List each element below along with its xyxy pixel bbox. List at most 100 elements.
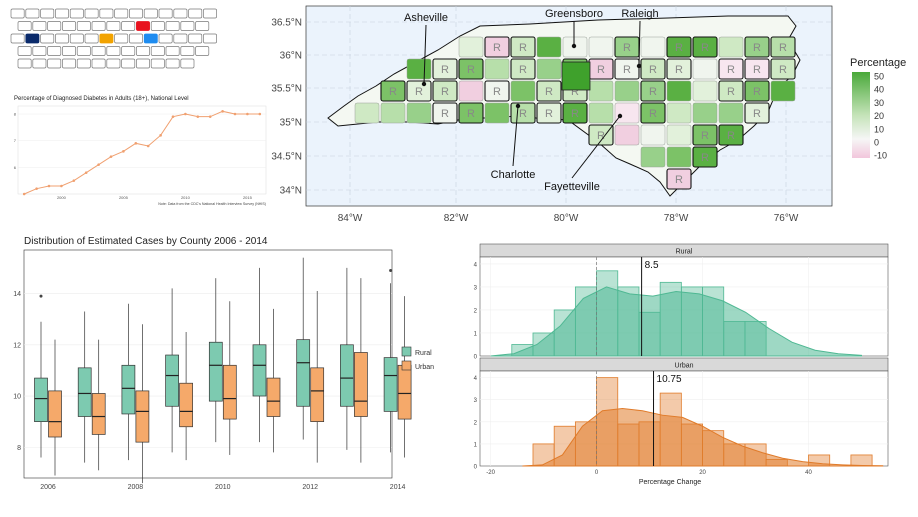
county-shape bbox=[406, 58, 432, 80]
county-shape bbox=[692, 102, 718, 124]
map-lon-tick: 80°W bbox=[554, 213, 579, 224]
keyboard-key bbox=[17, 58, 32, 69]
county-shape bbox=[484, 102, 510, 124]
keyboard-key bbox=[91, 21, 106, 31]
keyboard-key bbox=[203, 8, 217, 19]
diabetes-line-chart: Percentage of Diagnosed Diabetes in Adul… bbox=[8, 94, 270, 206]
map-lat-tick: 36.5°N bbox=[271, 18, 302, 29]
map-legend-tick: 0 bbox=[874, 138, 879, 148]
county-rural-marker: R bbox=[727, 86, 735, 98]
map-lat-tick: 36°N bbox=[280, 51, 302, 62]
county-shape bbox=[536, 58, 562, 80]
boxplot-svg: Distribution of Estimated Cases by Count… bbox=[13, 236, 434, 491]
city-label: Greensboro bbox=[545, 8, 603, 20]
county-shape bbox=[666, 168, 692, 190]
facet-ytick: 0 bbox=[474, 465, 478, 471]
boxplot-plot-area bbox=[23, 249, 393, 479]
county-shape bbox=[744, 58, 770, 80]
histogram-xlabel: Percentage Change bbox=[639, 479, 701, 486]
keyboard-key bbox=[150, 46, 165, 56]
keyboard-key bbox=[136, 58, 150, 69]
mean-label: 10.75 bbox=[657, 374, 682, 385]
county-shape bbox=[484, 80, 510, 102]
county-rural-marker: R bbox=[753, 42, 761, 54]
facet-ytick: 2 bbox=[474, 308, 478, 314]
rural-box bbox=[77, 367, 92, 417]
county-shape bbox=[614, 58, 640, 80]
keyboard-key bbox=[91, 46, 106, 56]
keyboard-key bbox=[47, 58, 62, 69]
county-shape bbox=[432, 102, 458, 124]
county-rural-marker: R bbox=[701, 130, 709, 142]
map-legend-title: Percentage bbox=[850, 57, 906, 69]
facet-ytick: 3 bbox=[474, 285, 478, 291]
county-shape bbox=[406, 80, 432, 102]
urban-box bbox=[397, 364, 412, 420]
diabetes-point bbox=[146, 144, 150, 148]
rural-box bbox=[296, 339, 311, 407]
boxplot-ytick: 14 bbox=[13, 291, 21, 298]
county-rural-marker: R bbox=[571, 86, 579, 98]
county-shape bbox=[562, 102, 588, 124]
urban-box bbox=[91, 393, 106, 435]
diabetes-plot-area bbox=[17, 105, 267, 195]
county-shape bbox=[692, 146, 718, 168]
keyboard-key bbox=[129, 33, 143, 44]
county-rural-marker: R bbox=[519, 108, 527, 120]
keyboard-key bbox=[99, 33, 114, 44]
keyboard-key bbox=[40, 33, 55, 44]
county-rural-marker: R bbox=[597, 64, 605, 76]
keyboard-key bbox=[114, 33, 129, 44]
county-shape bbox=[666, 36, 692, 58]
keyboard-key bbox=[32, 58, 47, 69]
keyboard-key bbox=[143, 8, 158, 19]
county-shape bbox=[718, 58, 744, 80]
keyboard-key bbox=[69, 8, 84, 19]
county-shape bbox=[588, 36, 614, 58]
diabetes-point bbox=[109, 155, 113, 158]
county-guilford bbox=[561, 61, 591, 91]
county-shape bbox=[432, 58, 458, 80]
county-rural-marker: R bbox=[649, 108, 657, 120]
county-rural-marker: R bbox=[675, 42, 683, 54]
county-shape bbox=[640, 102, 666, 124]
diabetes-chart-title: Percentage of Diagnosed Diabetes in Adul… bbox=[14, 96, 189, 102]
keyboard-key bbox=[106, 21, 121, 31]
city-label: Asheville bbox=[404, 12, 448, 24]
keyboard-key bbox=[106, 58, 121, 69]
county-shape bbox=[406, 102, 432, 124]
city-dot bbox=[617, 113, 623, 119]
county-shape bbox=[666, 58, 692, 80]
county-rural-marker: R bbox=[753, 86, 761, 98]
facet-ytick: 4 bbox=[474, 376, 478, 382]
facet-ytick: 4 bbox=[474, 262, 478, 268]
county-shape bbox=[458, 36, 484, 58]
county-rural-marker: R bbox=[545, 86, 553, 98]
map-lon-tick: 82°W bbox=[444, 213, 469, 224]
county-shape bbox=[614, 124, 640, 146]
facet-ytick: 3 bbox=[474, 398, 478, 404]
map-legend-tick: 10 bbox=[874, 124, 884, 134]
keyboard-key bbox=[173, 8, 188, 19]
keyboard-key bbox=[165, 21, 180, 31]
map-legend-bar bbox=[852, 72, 870, 158]
county-rural-marker: R bbox=[753, 108, 761, 120]
city-label: Fayetteville bbox=[544, 181, 600, 193]
map-legend-tick: 40 bbox=[874, 85, 884, 95]
county-rural-marker: R bbox=[623, 42, 631, 54]
map-svg: 84°W 82°W 80°W 78°W 76°W 36.5°N 36°N 35.5°N 35°N… bbox=[271, 5, 906, 224]
county-shape bbox=[484, 58, 510, 80]
boxplot-xtick: 2014 bbox=[390, 484, 406, 491]
county-shape bbox=[770, 58, 796, 80]
map-legend-tick: -10 bbox=[874, 151, 887, 161]
diabetes-note: Note: Data from the CDC's National Healt… bbox=[158, 202, 266, 206]
county-shape bbox=[744, 36, 770, 58]
county-shape bbox=[536, 36, 562, 58]
county-shape bbox=[666, 124, 692, 146]
keyboard-key bbox=[47, 46, 62, 56]
histogram-facet-chart: Rural 0 1 2 3 4 8.5 Urban 0 1 2 3 4 10.75 -20 0 20 40 Perc… bbox=[458, 240, 898, 512]
keyboard-key bbox=[150, 58, 165, 69]
county-rural-marker: R bbox=[571, 108, 579, 120]
boxplot-legend-key bbox=[401, 346, 412, 357]
keyboard-key bbox=[10, 33, 25, 44]
